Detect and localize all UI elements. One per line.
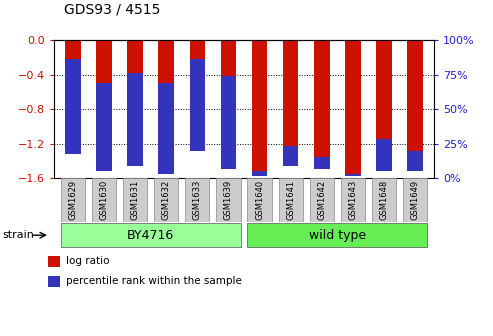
Bar	[376, 139, 392, 171]
Bar	[190, 59, 205, 151]
Text: GSM1641: GSM1641	[286, 180, 295, 220]
Bar	[372, 178, 396, 222]
Bar	[283, 40, 298, 146]
Bar	[96, 40, 112, 83]
Bar	[96, 83, 112, 171]
Text: wild type: wild type	[309, 229, 366, 242]
Text: GSM1639: GSM1639	[224, 180, 233, 220]
Bar	[407, 40, 423, 151]
Text: GSM1630: GSM1630	[100, 180, 108, 220]
Text: GSM1648: GSM1648	[380, 180, 388, 220]
Text: strain: strain	[2, 230, 35, 240]
Bar	[48, 256, 60, 267]
Bar	[279, 178, 303, 222]
Bar	[154, 178, 178, 222]
Text: GSM1631: GSM1631	[131, 180, 140, 220]
Bar	[127, 40, 143, 73]
Bar	[65, 40, 81, 59]
Bar	[345, 40, 361, 176]
Text: GSM1632: GSM1632	[162, 180, 171, 220]
Bar	[252, 40, 267, 176]
Text: GSM1643: GSM1643	[349, 180, 357, 220]
Bar	[61, 178, 85, 222]
Text: percentile rank within the sample: percentile rank within the sample	[66, 276, 242, 286]
Bar	[252, 171, 267, 176]
Bar	[403, 178, 427, 222]
Text: GSM1629: GSM1629	[69, 180, 77, 220]
Bar	[158, 83, 174, 174]
Bar	[407, 151, 423, 171]
Text: GSM1649: GSM1649	[411, 180, 420, 220]
Bar	[247, 178, 272, 222]
Bar	[314, 40, 330, 158]
Bar	[341, 178, 365, 222]
Bar	[127, 73, 143, 166]
Text: GSM1642: GSM1642	[317, 180, 326, 220]
Text: BY4716: BY4716	[127, 229, 175, 242]
Bar	[185, 178, 210, 222]
Bar	[314, 158, 330, 169]
Text: log ratio: log ratio	[66, 256, 109, 266]
Bar	[345, 174, 361, 176]
Bar	[123, 178, 147, 222]
Bar	[61, 223, 241, 247]
Bar	[310, 178, 334, 222]
Bar	[376, 40, 392, 139]
Bar	[221, 77, 236, 169]
Bar	[65, 59, 81, 154]
Bar	[158, 40, 174, 83]
Text: GSM1640: GSM1640	[255, 180, 264, 220]
Bar	[48, 276, 60, 287]
Bar	[216, 178, 241, 222]
Text: GSM1633: GSM1633	[193, 180, 202, 220]
Bar	[190, 40, 205, 59]
Bar	[221, 40, 236, 77]
Text: GDS93 / 4515: GDS93 / 4515	[64, 3, 160, 17]
Bar	[247, 223, 427, 247]
Bar	[283, 146, 298, 166]
Bar	[92, 178, 116, 222]
